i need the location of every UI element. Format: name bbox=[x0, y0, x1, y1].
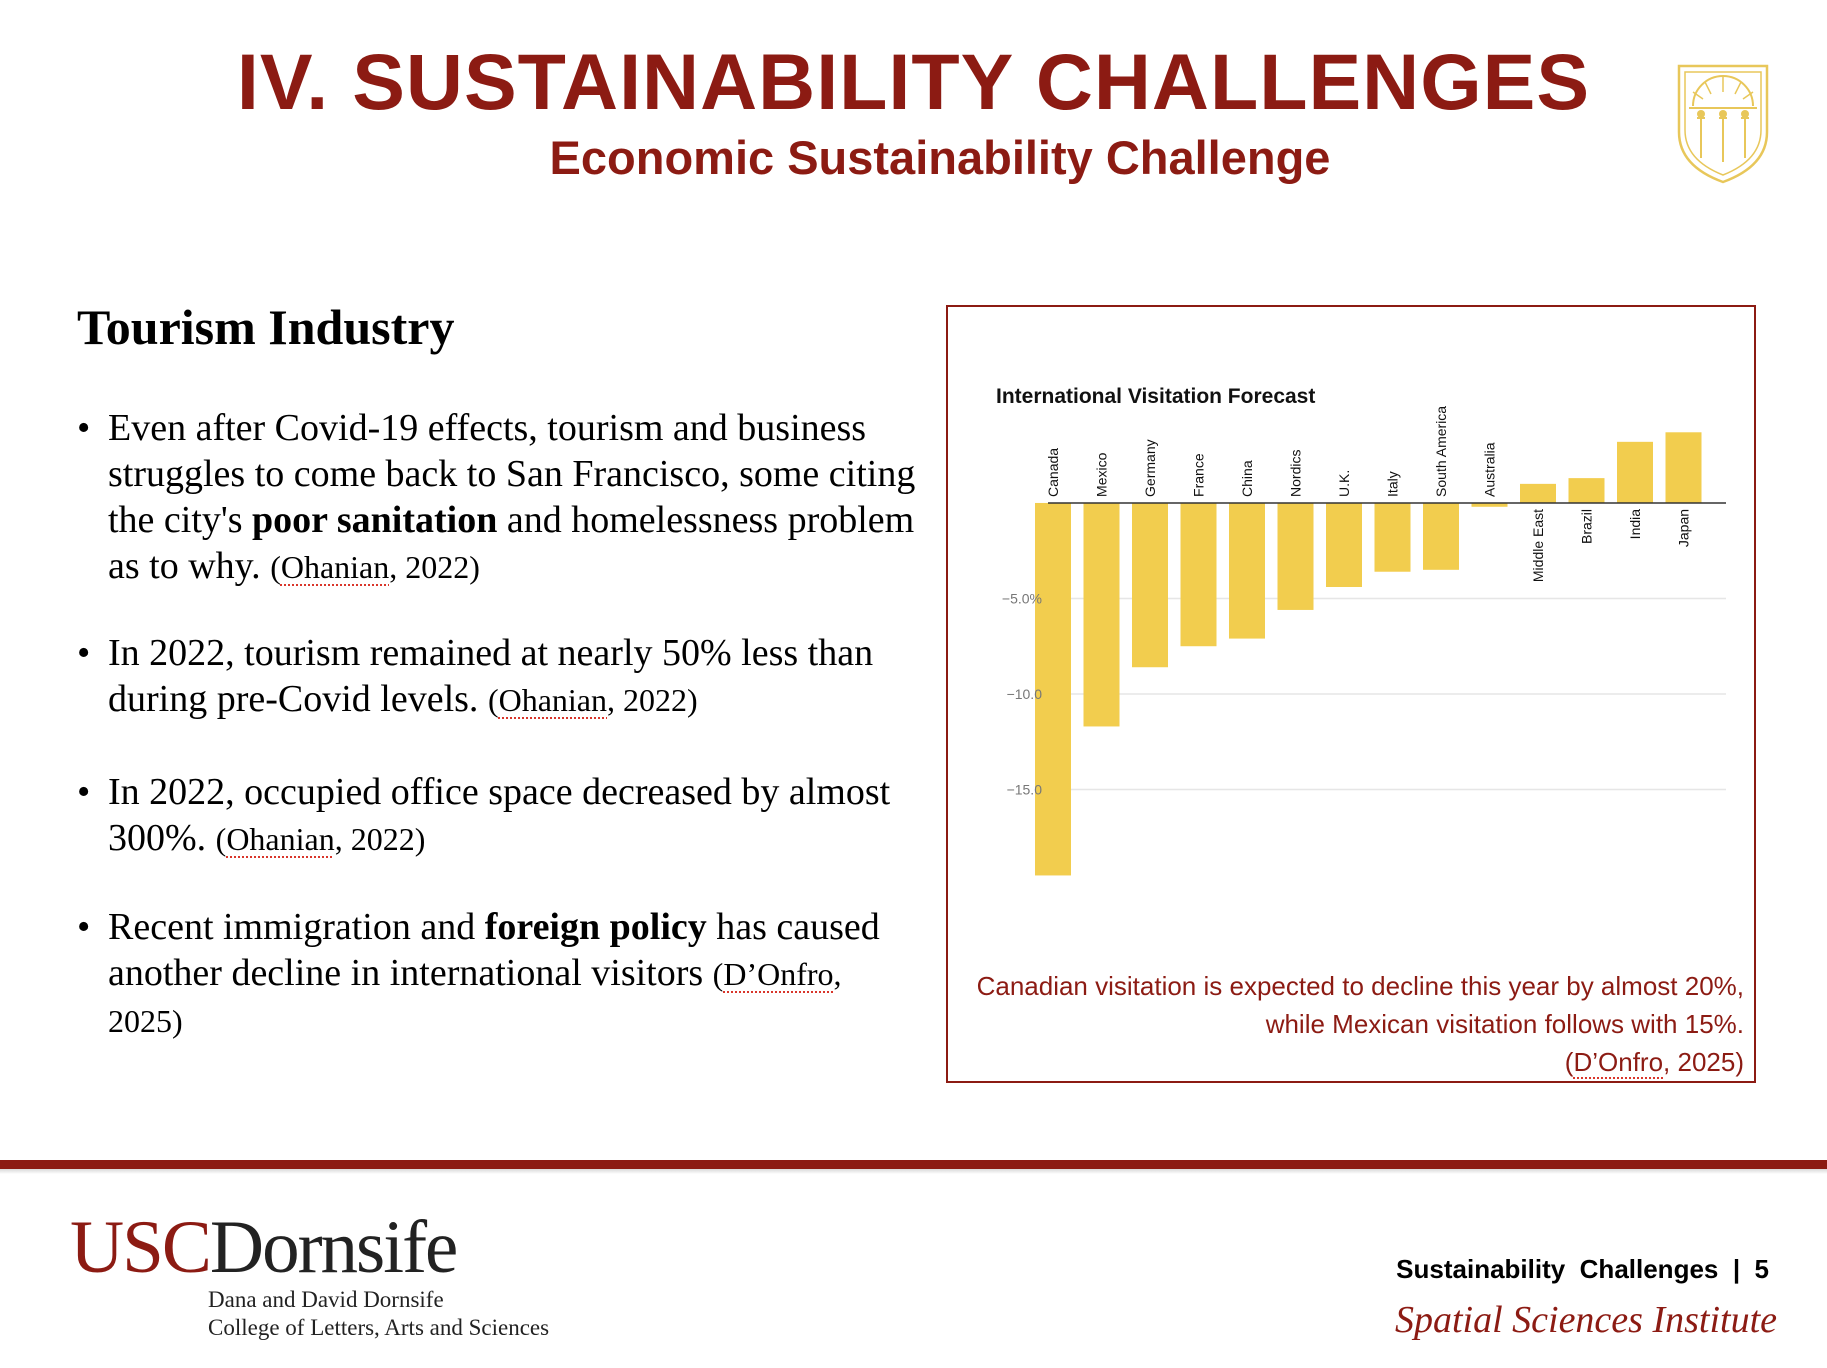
chart-title: International Visitation Forecast bbox=[996, 385, 1315, 408]
y-tick-label: −5.0% bbox=[1002, 590, 1042, 606]
y-tick-label: −10.0 bbox=[1007, 686, 1043, 702]
bar-nordics bbox=[1277, 502, 1314, 610]
category-label: Germany bbox=[1142, 439, 1158, 497]
bar-canada bbox=[1035, 502, 1071, 876]
bullet-dot: • bbox=[77, 407, 91, 449]
section-heading: Tourism Industry bbox=[77, 299, 455, 355]
category-label: South America bbox=[1433, 406, 1449, 497]
visitation-bar-chart: International Visitation Forecast −5.0% −… bbox=[996, 385, 1726, 876]
footer-divider bbox=[0, 1160, 1827, 1169]
category-label: U.K. bbox=[1336, 470, 1352, 497]
category-label: Canada bbox=[1045, 448, 1061, 497]
bar-brazil bbox=[1568, 478, 1605, 503]
category-label: Japan bbox=[1676, 509, 1692, 547]
category-label: Brazil bbox=[1579, 509, 1595, 544]
list-item: • Even after Covid-19 effects, tourism a… bbox=[77, 407, 916, 587]
category-label: Australia bbox=[1482, 442, 1498, 497]
y-tick-label: −15.0 bbox=[1007, 781, 1043, 797]
bar-india bbox=[1617, 441, 1653, 503]
usc-seal-logo bbox=[1677, 64, 1769, 184]
usc-dornsife-logo: USCDornsife bbox=[70, 1206, 458, 1289]
category-label: Italy bbox=[1385, 471, 1401, 497]
bar-germany bbox=[1132, 502, 1168, 668]
category-label: Mexico bbox=[1094, 452, 1110, 497]
citation: (Ohanian, 2022) bbox=[487, 682, 698, 718]
caption-line-2: while Mexican visitation follows with 15… bbox=[1265, 1009, 1744, 1039]
category-label: China bbox=[1239, 460, 1255, 497]
footer-divider-shadow bbox=[0, 1169, 1827, 1174]
bullet-dot: • bbox=[77, 771, 91, 813]
citation: (Ohanian, 2022) bbox=[215, 821, 426, 857]
bar-france bbox=[1180, 502, 1217, 647]
category-label: Nordics bbox=[1288, 449, 1304, 496]
footer-section-label: Sustainability Challenges | 5 bbox=[1396, 1254, 1769, 1284]
bar-japan bbox=[1665, 432, 1702, 503]
college-name: Dana and David Dornsife College of Lette… bbox=[208, 1287, 550, 1340]
bar-south-america bbox=[1423, 502, 1459, 570]
list-item: • In 2022, occupied office space decreas… bbox=[77, 771, 891, 859]
citation: (Ohanian, 2022) bbox=[270, 549, 480, 585]
slide-subtitle: Economic Sustainability Challenge bbox=[549, 131, 1331, 184]
bar-u-k- bbox=[1326, 502, 1362, 588]
slide-title: IV. SUSTAINABILITY CHALLENGES bbox=[236, 37, 1591, 126]
bar-italy bbox=[1374, 502, 1411, 572]
citation: (D’Onfro, 2025) bbox=[108, 956, 842, 1039]
caption-citation: (D’Onfro, 2025) bbox=[1564, 1047, 1744, 1077]
list-item: • Recent immigration and foreign policy … bbox=[77, 906, 880, 1039]
bar-mexico bbox=[1083, 502, 1120, 727]
category-label: Middle East bbox=[1530, 509, 1546, 582]
chart-caption: Canadian visitation is expected to decli… bbox=[944, 967, 1744, 1081]
list-item: • In 2022, tourism remained at nearly 50… bbox=[77, 632, 874, 720]
bar-china bbox=[1229, 502, 1265, 639]
caption-line-1: Canadian visitation is expected to decli… bbox=[976, 971, 1744, 1001]
bullet-dot: • bbox=[77, 906, 91, 948]
category-label: India bbox=[1627, 509, 1643, 540]
institute-name: Spatial Sciences Institute bbox=[1394, 1299, 1777, 1341]
bullet-dot: • bbox=[77, 632, 91, 674]
bar-australia bbox=[1471, 502, 1508, 507]
chart-panel: International Visitation Forecast −5.0% −… bbox=[946, 305, 1756, 1083]
bar-middle-east bbox=[1520, 483, 1556, 503]
bullet-list: • Even after Covid-19 effects, tourism a… bbox=[77, 405, 917, 1044]
category-label: France bbox=[1191, 453, 1207, 497]
